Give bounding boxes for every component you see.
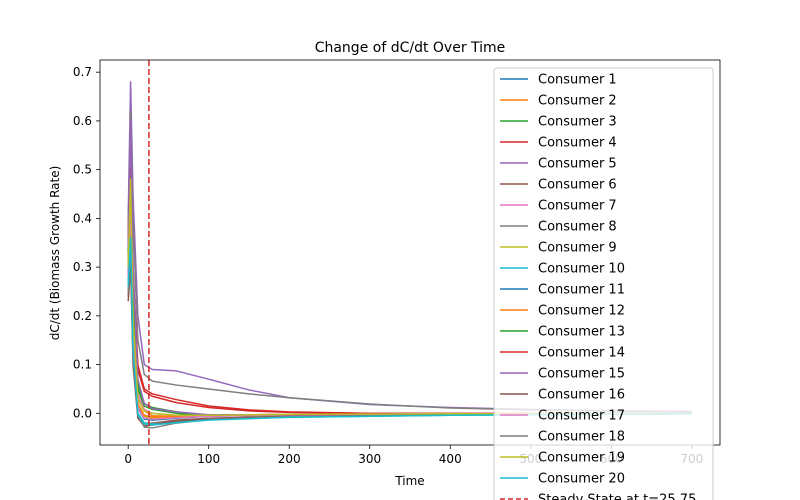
legend-label: Consumer 19 bbox=[538, 451, 625, 466]
x-tick-label: 300 bbox=[358, 452, 381, 466]
legend-label: Consumer 17 bbox=[538, 409, 625, 424]
legend-label: Consumer 9 bbox=[538, 241, 617, 256]
legend-label: Consumer 3 bbox=[538, 115, 617, 130]
y-tick-label: 0.5 bbox=[73, 163, 92, 177]
legend-box bbox=[493, 67, 714, 500]
x-tick-label: 200 bbox=[278, 452, 301, 466]
legend-label: Consumer 1 bbox=[538, 73, 617, 88]
x-axis-label: Time bbox=[394, 474, 424, 488]
legend-label: Consumer 14 bbox=[538, 346, 625, 361]
legend-label: Consumer 18 bbox=[538, 430, 625, 445]
y-axis-label: dC/dt (Biomass Growth Rate) bbox=[48, 166, 62, 341]
y-tick-label: 0.2 bbox=[73, 309, 92, 323]
legend-label: Consumer 8 bbox=[538, 220, 617, 235]
y-tick-label: 0.0 bbox=[73, 406, 92, 420]
legend-label: Consumer 12 bbox=[538, 304, 625, 319]
legend-label: Consumer 7 bbox=[538, 199, 617, 214]
legend-label: Consumer 4 bbox=[538, 136, 617, 151]
legend-label: Consumer 10 bbox=[538, 262, 625, 277]
series-lines bbox=[127, 81, 692, 429]
axes-frame bbox=[99, 59, 721, 446]
legend-label: Consumer 5 bbox=[538, 157, 617, 172]
x-tick-label: 0 bbox=[124, 452, 132, 466]
y-tick-label: 0.1 bbox=[73, 358, 92, 372]
series-line-consumer-19 bbox=[127, 178, 692, 417]
chart-title: Change of dC/dt Over Time bbox=[315, 40, 506, 56]
y-tick-label: 0.3 bbox=[73, 260, 92, 274]
y-tick-label: 0.6 bbox=[73, 114, 92, 128]
legend-label: Consumer 2 bbox=[538, 94, 617, 109]
legend-label: Consumer 6 bbox=[538, 178, 617, 193]
plot-area: 01002003004005006007000.00.10.20.30.40.5… bbox=[73, 59, 721, 466]
y-tick-label: 0.4 bbox=[73, 211, 92, 225]
x-tick-label: 400 bbox=[439, 452, 462, 466]
legend-label: Consumer 11 bbox=[538, 283, 625, 298]
legend-label: Steady State at t=25.75 bbox=[538, 493, 696, 500]
legend-label: Consumer 20 bbox=[538, 472, 625, 487]
legend-label: Consumer 16 bbox=[538, 388, 625, 403]
legend-label: Consumer 15 bbox=[538, 367, 625, 382]
legend: Consumer 1 Consumer 2 Consumer 3 Consumer 4… bbox=[493, 67, 714, 500]
legend-label: Consumer 13 bbox=[538, 325, 625, 340]
y-tick-label: 0.7 bbox=[73, 65, 92, 79]
series-line-consumer-20 bbox=[127, 237, 692, 426]
x-tick-label: 100 bbox=[197, 452, 220, 466]
